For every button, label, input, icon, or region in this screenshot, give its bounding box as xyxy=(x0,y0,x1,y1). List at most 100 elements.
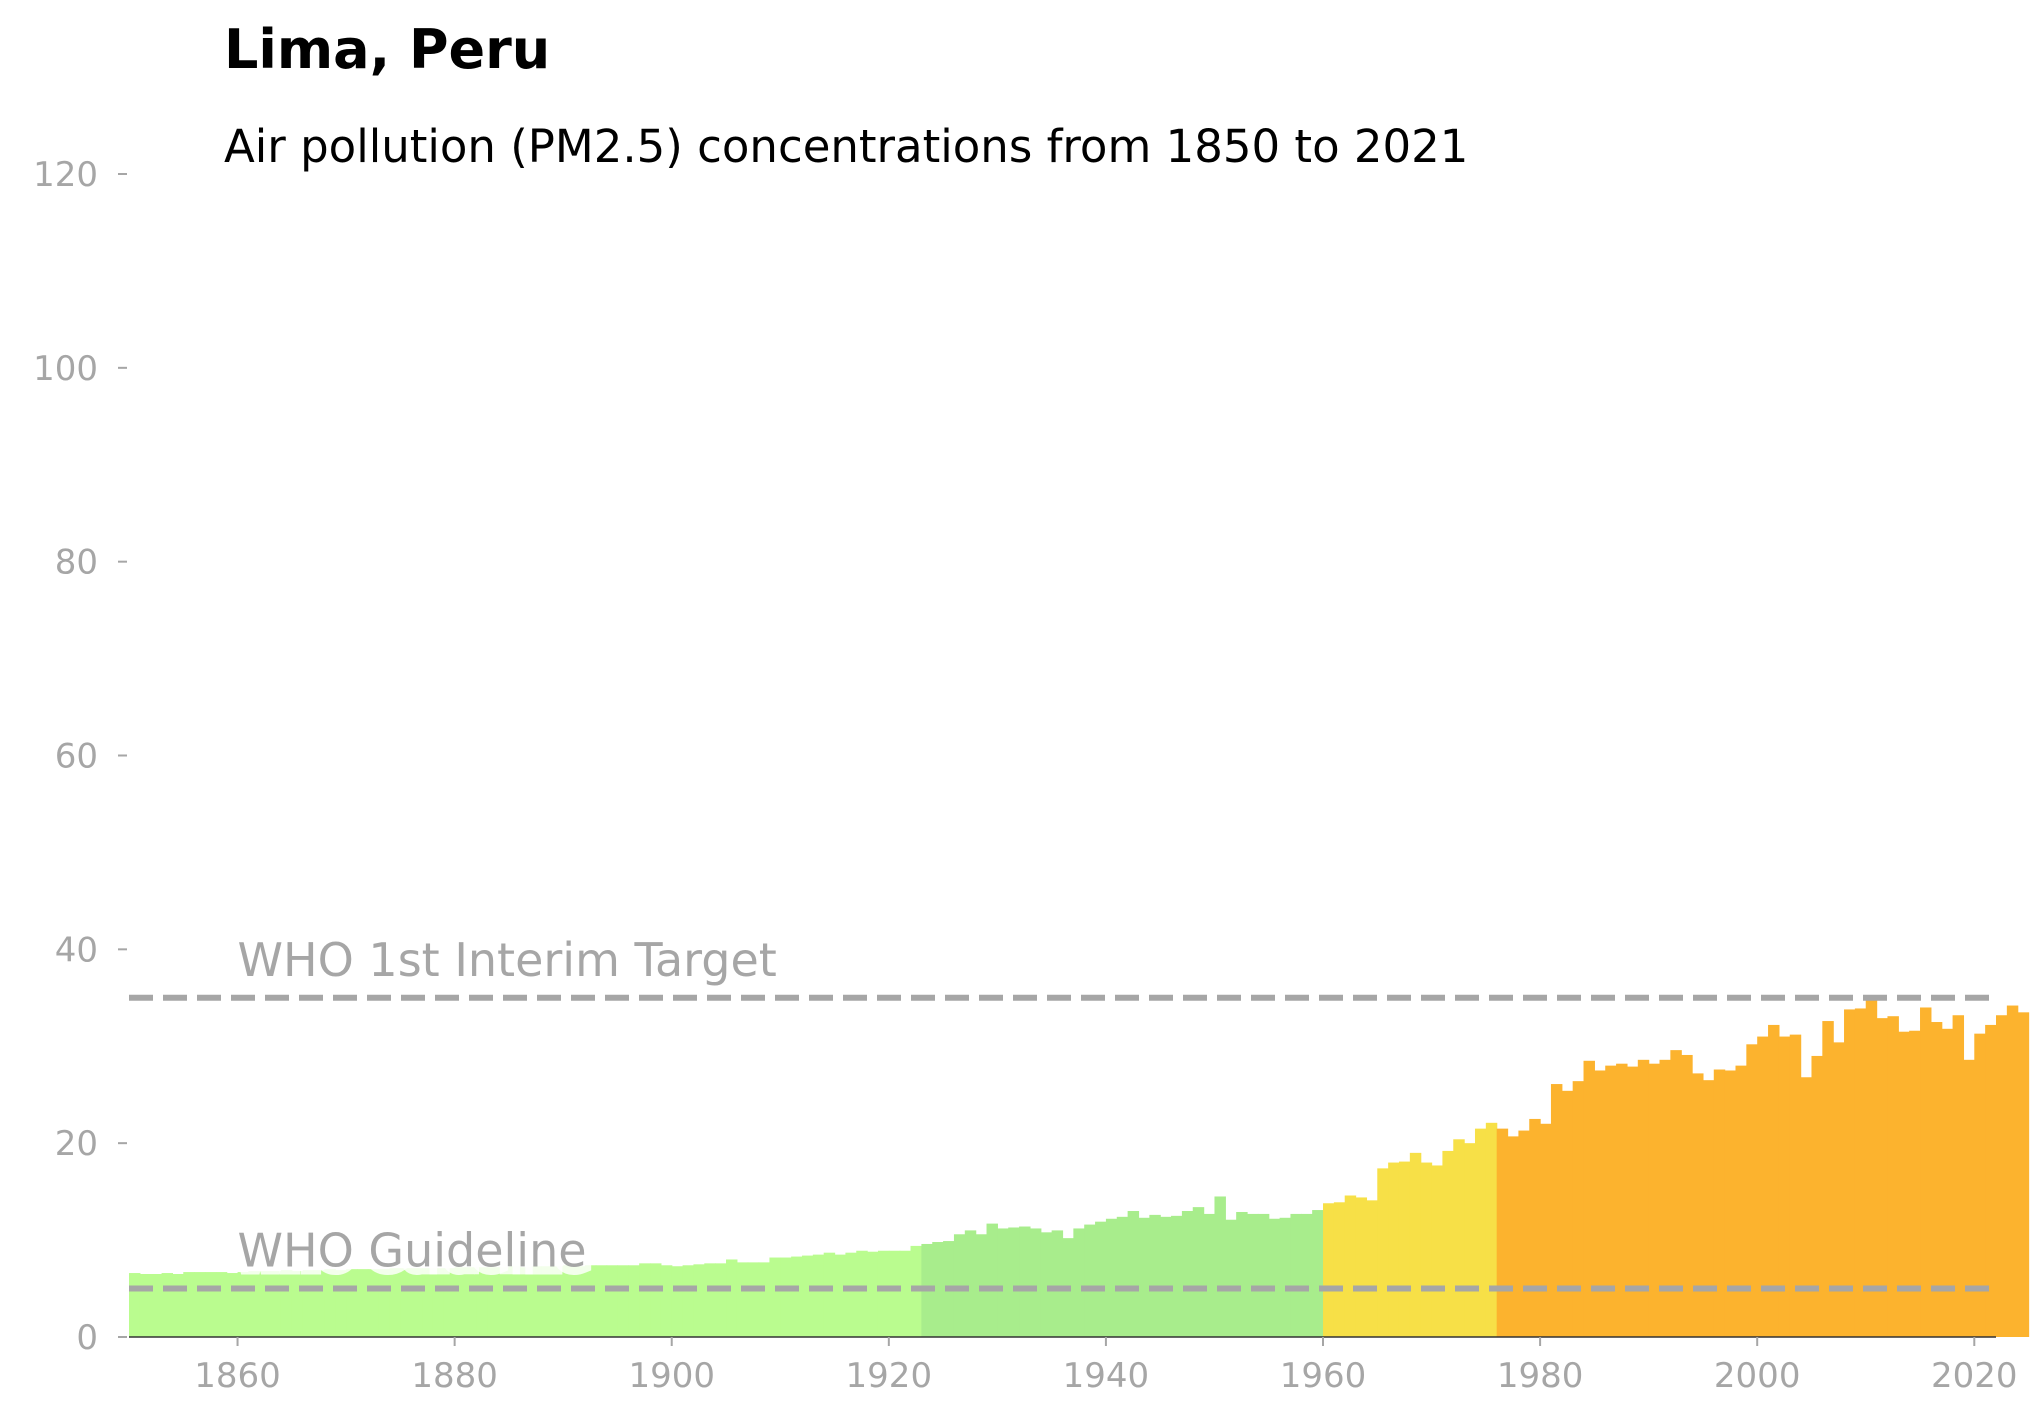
bar-1913 xyxy=(812,1254,825,1337)
bar-1887 xyxy=(530,1266,543,1337)
bar-1915 xyxy=(834,1254,846,1337)
bar-1852 xyxy=(150,1274,163,1337)
bar-1931 xyxy=(1008,1227,1020,1337)
bar-1988 xyxy=(1626,1066,1639,1337)
bar-2017 xyxy=(1941,1028,1954,1337)
bar-1992 xyxy=(1670,1050,1682,1337)
bar-1955 xyxy=(1268,1218,1281,1337)
bar-1888 xyxy=(541,1266,553,1337)
bar-2015 xyxy=(1920,1007,1932,1337)
bar-1943 xyxy=(1138,1217,1150,1337)
bar-1899 xyxy=(660,1265,673,1337)
x-tick-label-1860: 1860 xyxy=(194,1356,281,1396)
bar-1935 xyxy=(1051,1230,1064,1337)
bar-1972 xyxy=(1453,1139,1465,1337)
bar-1876 xyxy=(411,1268,423,1337)
bar-1987 xyxy=(1616,1063,1628,1337)
bar-1997 xyxy=(1724,1070,1737,1337)
bar-1973 xyxy=(1464,1143,1476,1337)
bar-1924 xyxy=(932,1242,944,1337)
reference-label-0: WHO 1st Interim Target xyxy=(238,933,777,987)
bar-1993 xyxy=(1681,1054,1693,1337)
bar-2003 xyxy=(1789,1034,1802,1337)
bar-1868 xyxy=(324,1269,336,1337)
bar-1957 xyxy=(1290,1213,1302,1337)
x-tick-label-1900: 1900 xyxy=(628,1356,715,1396)
bar-1903 xyxy=(704,1263,716,1337)
bar-1898 xyxy=(650,1263,662,1337)
chart-subtitle: Air pollution (PM2.5) concentrations fro… xyxy=(224,120,1469,173)
bar-2009 xyxy=(1854,1008,1867,1337)
bar-1900 xyxy=(671,1266,684,1337)
bar-1866 xyxy=(302,1270,315,1337)
bar-1979 xyxy=(1529,1118,1541,1337)
bar-1934 xyxy=(1040,1232,1053,1337)
bar-2004 xyxy=(1800,1077,1813,1337)
bar-1857 xyxy=(204,1272,217,1337)
bar-1870 xyxy=(346,1269,358,1337)
bar-1938 xyxy=(1084,1224,1096,1337)
bar-1985 xyxy=(1594,1070,1606,1337)
bar-2023 xyxy=(2006,1005,2019,1337)
bar-1927 xyxy=(964,1230,977,1337)
bar-1995 xyxy=(1702,1080,1715,1337)
bar-1956 xyxy=(1279,1217,1292,1337)
bar-1950 xyxy=(1214,1196,1226,1337)
bar-1944 xyxy=(1149,1214,1161,1337)
bar-2013 xyxy=(1898,1031,1910,1337)
bar-1881 xyxy=(465,1267,477,1337)
bar-1929 xyxy=(986,1223,998,1337)
bar-1891 xyxy=(574,1266,586,1337)
bar-1941 xyxy=(1116,1216,1129,1337)
bar-1902 xyxy=(693,1264,705,1337)
bar-1975 xyxy=(1485,1122,1498,1337)
bar-1917 xyxy=(856,1250,868,1337)
x-tick-label-2020: 2020 xyxy=(1931,1356,2018,1396)
bar-1977 xyxy=(1507,1136,1519,1337)
bar-1937 xyxy=(1073,1228,1085,1337)
bar-2010 xyxy=(1865,998,1878,1337)
bar-1942 xyxy=(1127,1211,1140,1337)
bar-1851 xyxy=(139,1274,152,1337)
bar-2016 xyxy=(1930,1022,1943,1337)
bar-1905 xyxy=(726,1259,738,1337)
bar-1980 xyxy=(1540,1123,1552,1337)
bar-1883 xyxy=(487,1267,499,1337)
bar-1999 xyxy=(1746,1044,1758,1337)
bar-1894 xyxy=(606,1265,619,1337)
bar-1970 xyxy=(1431,1165,1444,1337)
x-tick-label-1960: 1960 xyxy=(1280,1356,1367,1396)
bar-1964 xyxy=(1366,1200,1378,1337)
bar-1921 xyxy=(899,1250,912,1337)
bar-1907 xyxy=(747,1262,760,1337)
bar-1897 xyxy=(639,1263,651,1337)
bar-1885 xyxy=(508,1266,521,1337)
bar-1911 xyxy=(791,1256,803,1337)
bar-1961 xyxy=(1333,1202,1346,1337)
bar-1940 xyxy=(1105,1218,1118,1337)
bar-1878 xyxy=(432,1268,445,1337)
bar-1952 xyxy=(1236,1211,1248,1337)
bar-1947 xyxy=(1181,1211,1194,1337)
chart-title: Lima, Peru xyxy=(224,18,551,81)
bar-1958 xyxy=(1301,1213,1313,1337)
bar-1919 xyxy=(877,1250,890,1337)
bar-1932 xyxy=(1019,1226,1031,1337)
bar-2001 xyxy=(1768,1024,1780,1337)
bar-1867 xyxy=(313,1270,325,1337)
bar-1948 xyxy=(1192,1207,1205,1337)
bar-1933 xyxy=(1029,1228,1042,1337)
bar-1949 xyxy=(1203,1213,1216,1337)
bar-2012 xyxy=(1887,1016,1899,1337)
bar-1877 xyxy=(422,1268,434,1337)
bar-1872 xyxy=(367,1269,380,1337)
bar-1854 xyxy=(172,1274,184,1337)
bar-1859 xyxy=(226,1273,239,1337)
bar-1884 xyxy=(498,1267,510,1337)
x-tick-label-2000: 2000 xyxy=(1714,1356,1801,1396)
y-tick-label-0: 0 xyxy=(76,1318,98,1358)
bar-2000 xyxy=(1757,1036,1769,1337)
x-tick-label-1880: 1880 xyxy=(411,1356,498,1396)
x-tick-label-1980: 1980 xyxy=(1497,1356,1584,1396)
